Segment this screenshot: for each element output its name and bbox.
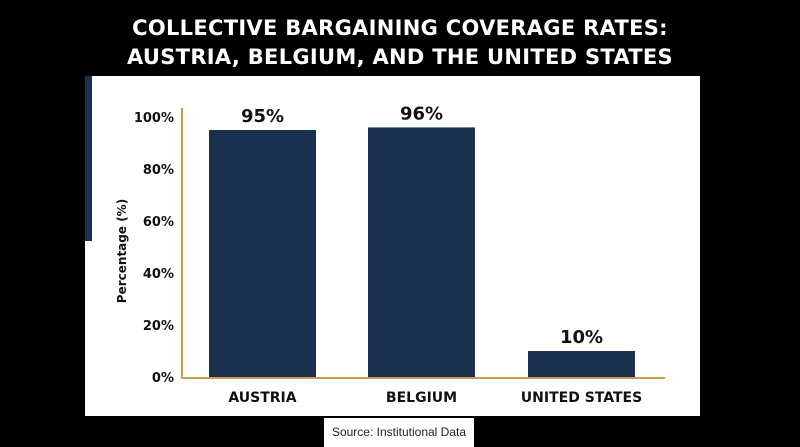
y-tick-label-4: 60% — [143, 215, 174, 230]
y-tick-label-6: 100% — [134, 111, 174, 126]
data-label-1: 95% — [241, 106, 284, 127]
y-tick-label-5: 80% — [143, 163, 174, 178]
data-label-3: 10% — [560, 327, 603, 348]
y-tick-label-2: 20% — [143, 319, 174, 334]
bar-2 — [368, 127, 475, 378]
bar-3 — [528, 351, 635, 377]
y-tick-label-1: 0% — [152, 371, 174, 386]
chart-title-line-1: COLLECTIVE BARGAINING COVERAGE RATES: — [132, 16, 668, 40]
x-tick-label-2: BELGIUM — [386, 390, 457, 406]
bar-1 — [209, 130, 316, 377]
chart-title: COLLECTIVE BARGAINING COVERAGE RATES: AU… — [0, 14, 800, 72]
x-tick-label-3: UNITED STATES — [521, 390, 642, 406]
data-label-2: 96% — [400, 103, 443, 124]
accent-bar — [85, 76, 92, 241]
chart-title-line-2: AUSTRIA, BELGIUM, AND THE UNITED STATES — [127, 45, 673, 69]
source-note: Source: Institutional Data — [324, 418, 474, 447]
x-tick-label-1: AUSTRIA — [228, 390, 296, 406]
y-tick-label-3: 40% — [143, 267, 174, 282]
